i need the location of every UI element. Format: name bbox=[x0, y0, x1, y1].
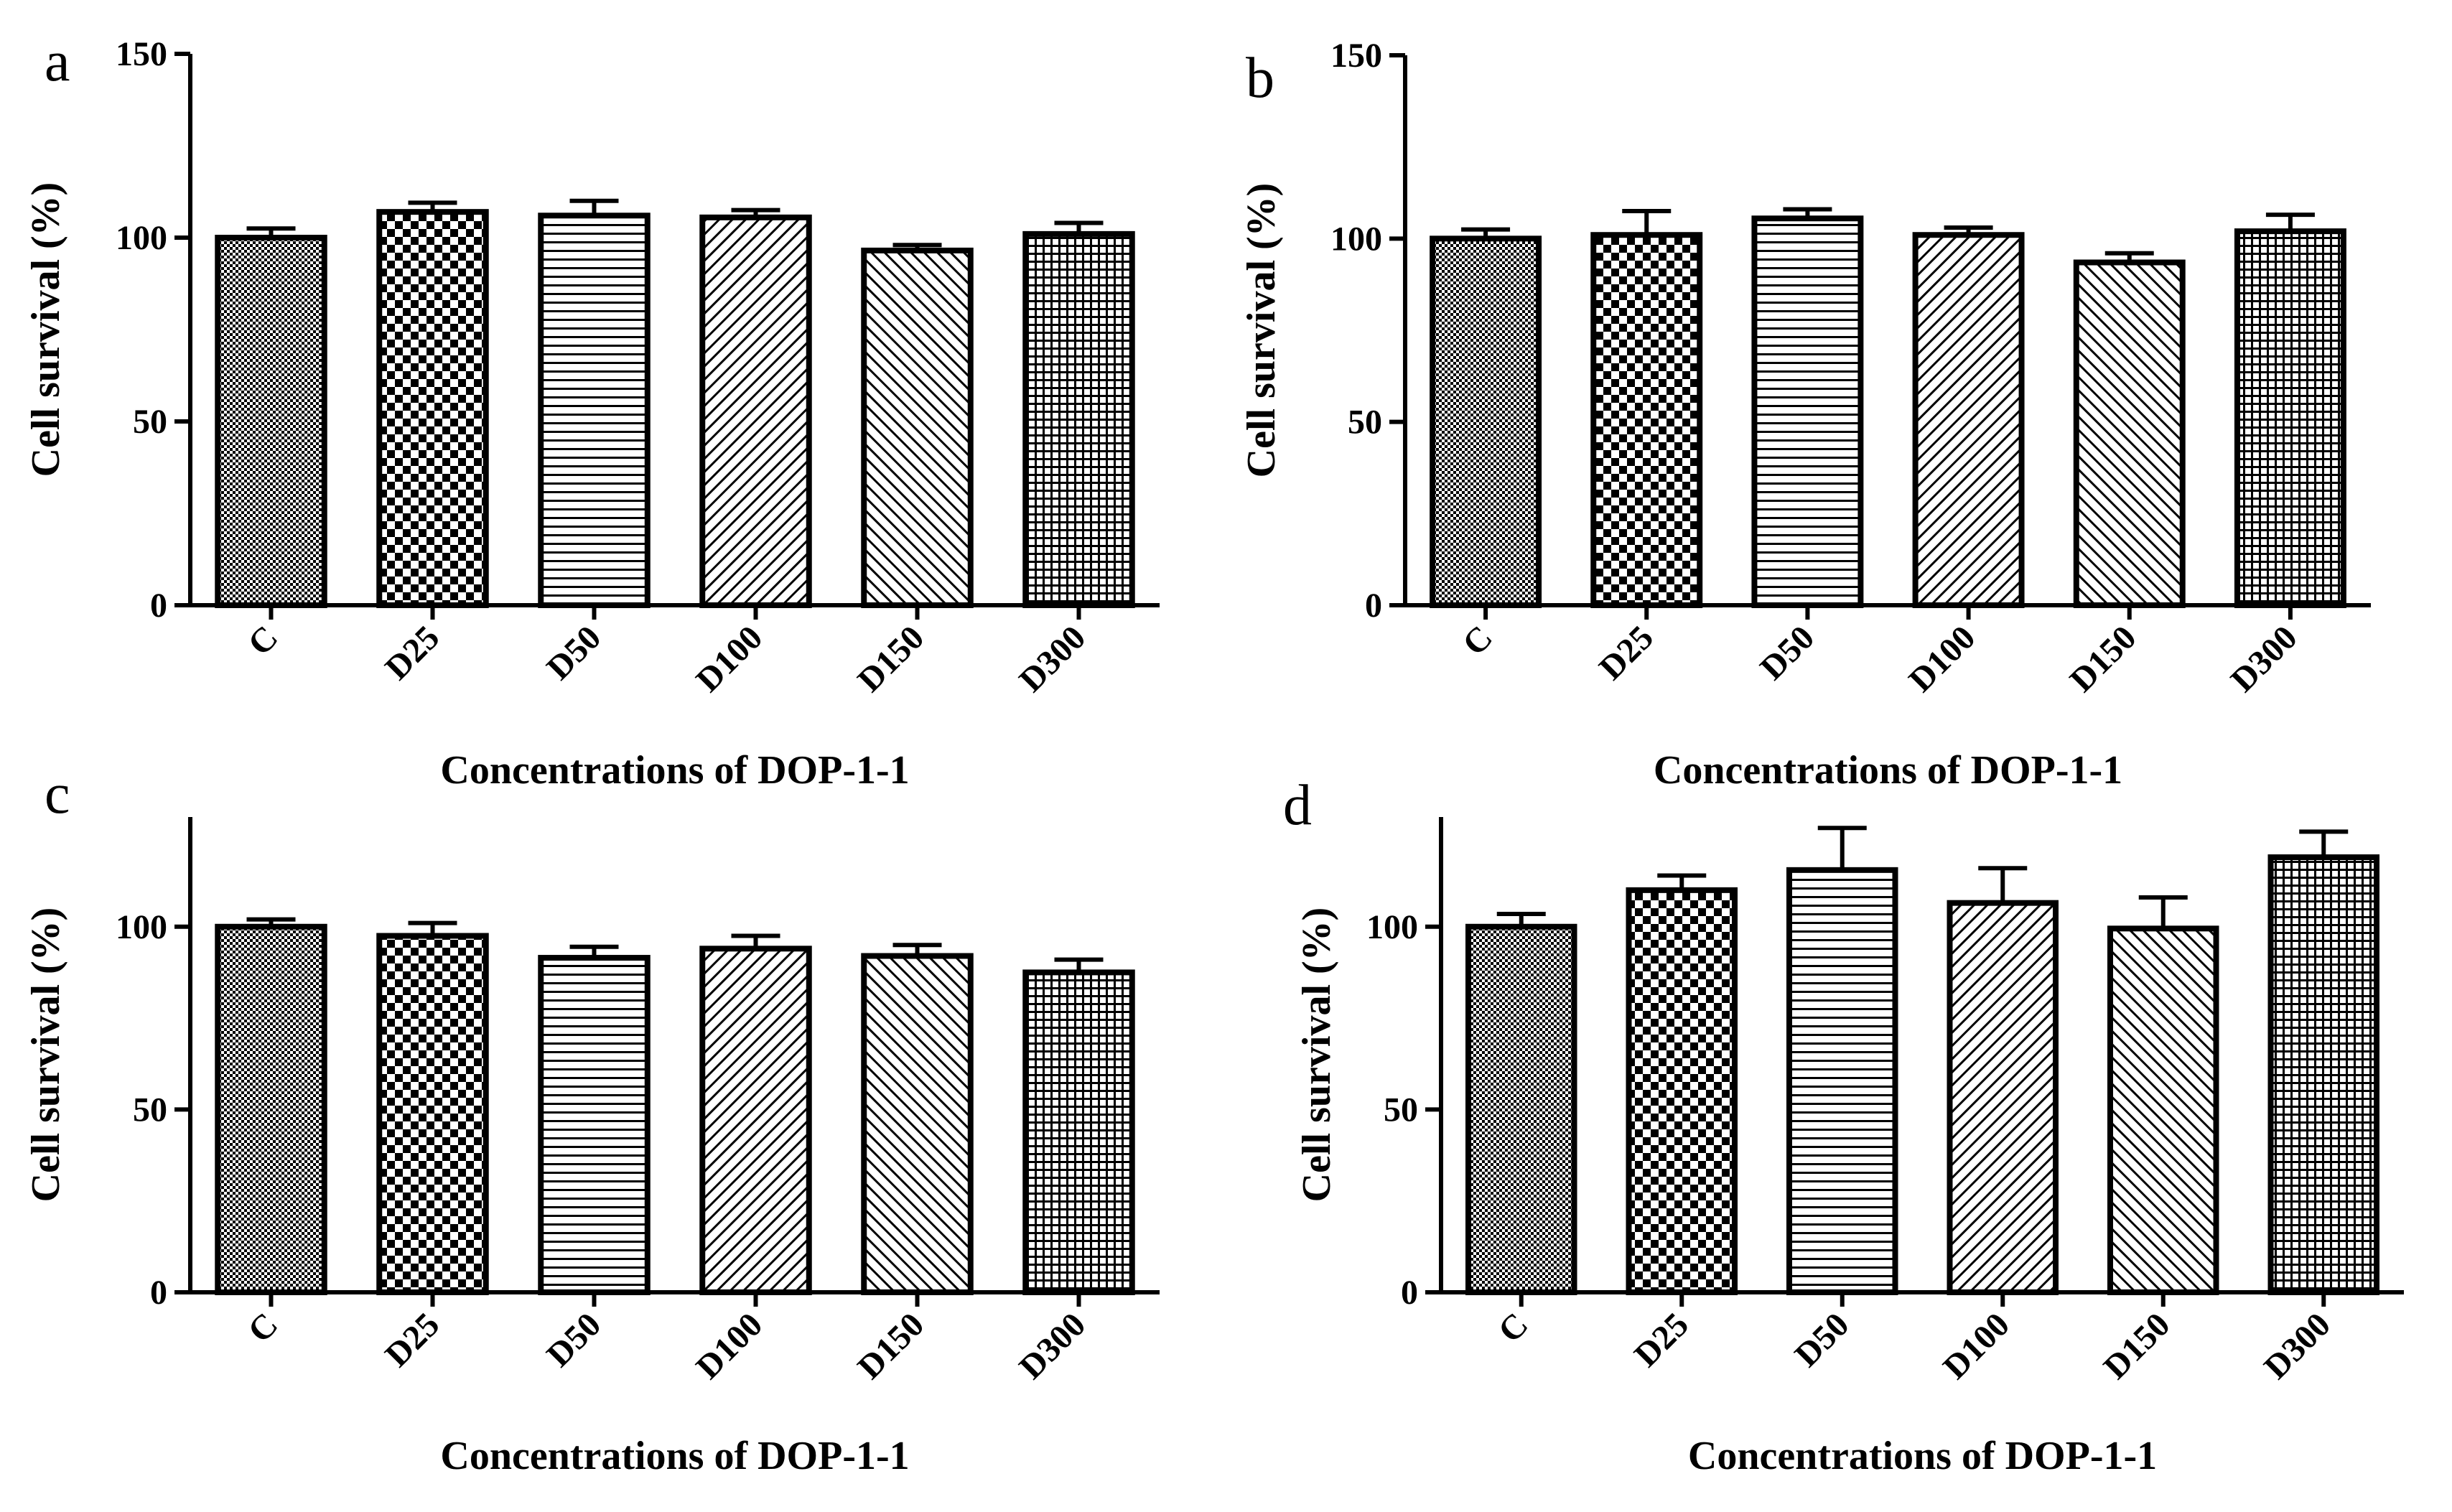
x-axis-title: Concentrations of DOP-1-1 bbox=[440, 748, 909, 793]
panel-letter: d bbox=[1283, 774, 1312, 837]
y-tick-label: 100 bbox=[1330, 220, 1382, 258]
y-tick-label: 150 bbox=[116, 35, 167, 73]
bar-c bbox=[1465, 923, 1577, 1296]
chart-panel-d: d 0 50 100 C D25 D50 D100 D150 D300 Concentrations… bbox=[1283, 774, 2404, 1478]
y-tick-label: 100 bbox=[116, 219, 167, 257]
bar-d50 bbox=[1751, 215, 1864, 609]
x-tick-label-d100: D100 bbox=[1901, 618, 1982, 699]
bar-c bbox=[1430, 235, 1542, 608]
y-tick-label: 150 bbox=[1330, 37, 1382, 75]
x-tick-label-c: C bbox=[1455, 618, 1500, 663]
x-tick-label-d300: D300 bbox=[1012, 618, 1093, 699]
y-tick-label: 50 bbox=[133, 1091, 167, 1129]
y-axis-title: Cell survival (%) bbox=[1239, 183, 1284, 478]
bar-d100 bbox=[699, 946, 812, 1296]
x-tick-label-d300: D300 bbox=[2257, 1305, 2338, 1386]
bar-c bbox=[215, 235, 327, 608]
x-tick-label-d50: D50 bbox=[539, 1305, 608, 1374]
x-tick-label-d300: D300 bbox=[2224, 618, 2305, 699]
bar-d100 bbox=[1947, 900, 2059, 1295]
chart-panel-a: a 0 50 100 150 C D25 D50 D100 D150 D300 Concentrati… bbox=[24, 30, 1160, 793]
x-tick-label-d50: D50 bbox=[539, 618, 608, 687]
y-tick-label: 0 bbox=[1365, 587, 1382, 625]
bar-d150 bbox=[861, 247, 974, 608]
bar-d100 bbox=[1912, 232, 2025, 608]
bar-d150 bbox=[861, 953, 974, 1295]
x-tick-label-d100: D100 bbox=[689, 618, 770, 699]
bar-d300 bbox=[1022, 230, 1135, 608]
y-axis-title: Cell survival (%) bbox=[24, 907, 68, 1203]
x-axis-title: Concentrations of DOP-1-1 bbox=[1654, 748, 2122, 793]
y-tick-label: 50 bbox=[1348, 403, 1382, 442]
bar-d300 bbox=[2234, 228, 2346, 608]
bar-d100 bbox=[699, 214, 812, 608]
chart-panel-b: b 0 50 100 150 C D25 D50 D100 D150 D300 Concentrati… bbox=[1239, 37, 2371, 793]
x-tick-label-d150: D150 bbox=[2063, 618, 2144, 699]
bar-d150 bbox=[2107, 925, 2219, 1296]
y-axis-title: Cell survival (%) bbox=[24, 182, 68, 477]
panel-letter: b bbox=[1246, 47, 1274, 110]
x-tick-label-d150: D150 bbox=[850, 1305, 931, 1386]
bar-d25 bbox=[376, 209, 489, 609]
bar-d25 bbox=[1626, 887, 1738, 1296]
x-tick-label-c: C bbox=[241, 618, 285, 663]
x-tick-label-d100: D100 bbox=[1936, 1305, 2017, 1386]
x-tick-label-d25: D25 bbox=[378, 618, 447, 687]
bar-d300 bbox=[2267, 854, 2380, 1295]
y-tick-label: 0 bbox=[1401, 1274, 1418, 1312]
y-tick-label: 100 bbox=[116, 908, 167, 946]
x-tick-label-d25: D25 bbox=[1627, 1305, 1696, 1374]
bar-c bbox=[215, 923, 327, 1296]
x-tick-label-d100: D100 bbox=[689, 1305, 770, 1386]
bar-d50 bbox=[538, 213, 651, 608]
bar-d300 bbox=[1022, 969, 1135, 1296]
x-tick-label-d25: D25 bbox=[1592, 618, 1661, 687]
panel-letter: a bbox=[45, 30, 70, 93]
x-tick-label-d300: D300 bbox=[1012, 1305, 1093, 1386]
x-tick-label-d25: D25 bbox=[378, 1305, 447, 1374]
panel-letter: c bbox=[45, 762, 70, 826]
y-tick-label: 0 bbox=[150, 1274, 167, 1312]
x-tick-label-c: C bbox=[1491, 1305, 1536, 1350]
x-tick-label-d150: D150 bbox=[2097, 1305, 2178, 1386]
bar-d50 bbox=[538, 955, 651, 1295]
bar-d25 bbox=[376, 933, 489, 1295]
x-tick-label-d50: D50 bbox=[1788, 1305, 1857, 1374]
y-axis-title: Cell survival (%) bbox=[1295, 907, 1339, 1203]
y-tick-label: 50 bbox=[133, 403, 167, 441]
x-tick-label-d50: D50 bbox=[1753, 618, 1822, 687]
bar-d50 bbox=[1786, 867, 1898, 1296]
x-axis-title: Concentrations of DOP-1-1 bbox=[440, 1434, 909, 1478]
x-tick-label-c: C bbox=[241, 1305, 285, 1350]
y-tick-label: 100 bbox=[1366, 908, 1418, 946]
x-axis-title: Concentrations of DOP-1-1 bbox=[1688, 1434, 2157, 1478]
bar-d25 bbox=[1590, 232, 1703, 608]
chart-panel-c: c 0 50 100 C D25 D50 D100 D150 D300 Concentrations… bbox=[24, 762, 1160, 1478]
x-tick-label-d150: D150 bbox=[850, 618, 931, 699]
y-tick-label: 50 bbox=[1384, 1091, 1418, 1129]
y-tick-label: 0 bbox=[150, 587, 167, 625]
bar-d150 bbox=[2073, 259, 2186, 608]
